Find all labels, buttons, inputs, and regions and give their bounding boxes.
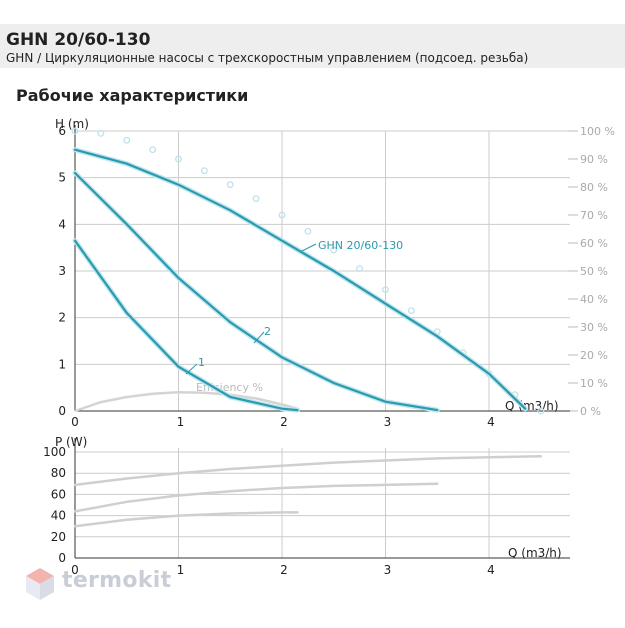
head-y2-tick-label: 100 % bbox=[580, 125, 615, 138]
head-x-tick-label: 2 bbox=[280, 415, 288, 429]
power-x-axis-label: Q (m3/h) bbox=[508, 546, 562, 560]
cube-logo-icon bbox=[26, 568, 54, 600]
efficiency-marker-point bbox=[71, 127, 79, 135]
power-y-tick-label: 80 bbox=[51, 466, 66, 480]
pump-curve-speed-1-label: 1 bbox=[198, 356, 205, 369]
head-y-tick-label: 5 bbox=[58, 171, 66, 185]
power-y-tick-label: 0 bbox=[58, 551, 66, 565]
power-y-tick-label: 20 bbox=[51, 530, 66, 544]
power-y-tick-label: 100 bbox=[43, 445, 66, 459]
head-x-tick-label: 1 bbox=[177, 415, 185, 429]
efficiency-marker-point bbox=[175, 155, 182, 163]
pump-curve-speed-2 bbox=[73, 171, 439, 412]
head-y2-tick-label: 60 % bbox=[580, 237, 608, 250]
head-x-tick-label: 3 bbox=[384, 415, 392, 429]
head-y2-tick-label: 90 % bbox=[580, 153, 608, 166]
head-y2-tick-label: 80 % bbox=[580, 181, 608, 194]
pump-curve-max-label: GHN 20/60-130 bbox=[318, 239, 403, 252]
page-header: GHN 20/60-130 GHN / Циркуляционные насос… bbox=[0, 24, 625, 68]
watermark: termokit bbox=[24, 566, 184, 602]
pump-curve-speed-2-label: 2 bbox=[264, 325, 271, 338]
head-y2-tick-label: 40 % bbox=[580, 293, 608, 306]
power-x-tick-label: 0 bbox=[71, 563, 79, 577]
efficiency-marker-point bbox=[252, 195, 260, 203]
power-y-tick-label: 40 bbox=[51, 509, 66, 523]
efficiency-marker-point bbox=[304, 227, 312, 235]
efficiency-marker-point bbox=[356, 265, 364, 273]
head-x-tick-label: 4 bbox=[487, 415, 495, 429]
efficiency-marker-point bbox=[149, 146, 157, 154]
efficiency-marker-point bbox=[537, 407, 545, 415]
head-x-axis-label: Q (m3/h) bbox=[505, 399, 559, 413]
head-y-axis-label: H (m) bbox=[55, 117, 89, 131]
head-y2-tick-label: 0 % bbox=[580, 405, 601, 418]
power-curve-speed-2 bbox=[73, 482, 439, 513]
efficiency-marker-point bbox=[200, 167, 208, 175]
power-x-tick-label: 2 bbox=[280, 563, 288, 577]
power-x-tick-label: 4 bbox=[487, 563, 495, 577]
product-subtitle: GHN / Циркуляционные насосы с трехскорос… bbox=[6, 51, 529, 65]
head-y-tick-label: 6 bbox=[58, 124, 66, 138]
pump-curve-max-halo bbox=[72, 147, 528, 412]
head-y2-tick-label: 20 % bbox=[580, 349, 608, 362]
efficiency-marker-point bbox=[226, 181, 234, 189]
head-y-tick-label: 2 bbox=[58, 311, 66, 325]
efficiency-marker-point bbox=[97, 129, 105, 137]
head-y-tick-label: 0 bbox=[58, 404, 66, 418]
pump-curve-max-leader bbox=[299, 243, 317, 253]
head-y-tick-label: 3 bbox=[58, 264, 66, 278]
watermark-text: termokit bbox=[62, 568, 172, 593]
power-x-tick-label: 1 bbox=[177, 563, 185, 577]
efficiency-marker-point bbox=[123, 136, 131, 144]
head-y-tick-label: 4 bbox=[58, 217, 66, 231]
head-x-tick-label: 0 bbox=[71, 415, 79, 429]
head-y2-tick-label: 10 % bbox=[580, 377, 608, 390]
product-title: GHN 20/60-130 bbox=[6, 30, 151, 50]
power-curve-max bbox=[73, 454, 543, 487]
efficiency-curve bbox=[74, 391, 298, 413]
power-y-axis-label: P (W) bbox=[55, 435, 87, 449]
power-curve-speed-1 bbox=[73, 511, 299, 528]
efficiency-marker-point bbox=[382, 286, 389, 294]
efficiency-marker-point bbox=[407, 307, 415, 315]
pump-curve-speed-1-leader bbox=[185, 363, 198, 375]
head-y2-tick-label: 50 % bbox=[580, 265, 608, 278]
head-y2-tick-label: 30 % bbox=[580, 321, 608, 334]
pump-curve-speed-1 bbox=[73, 239, 299, 412]
power-y-tick-label: 60 bbox=[51, 487, 66, 501]
head-y2-tick-label: 70 % bbox=[580, 209, 608, 222]
efficiency-marker-point bbox=[330, 246, 338, 254]
pump-curve-max bbox=[73, 148, 527, 410]
head-y-tick-label: 1 bbox=[58, 357, 66, 371]
power-x-tick-label: 3 bbox=[384, 563, 392, 577]
pump-curve-speed-2-leader bbox=[253, 331, 265, 344]
section-title: Рабочие характеристики bbox=[16, 86, 249, 105]
efficiency-marker-point bbox=[278, 211, 286, 219]
